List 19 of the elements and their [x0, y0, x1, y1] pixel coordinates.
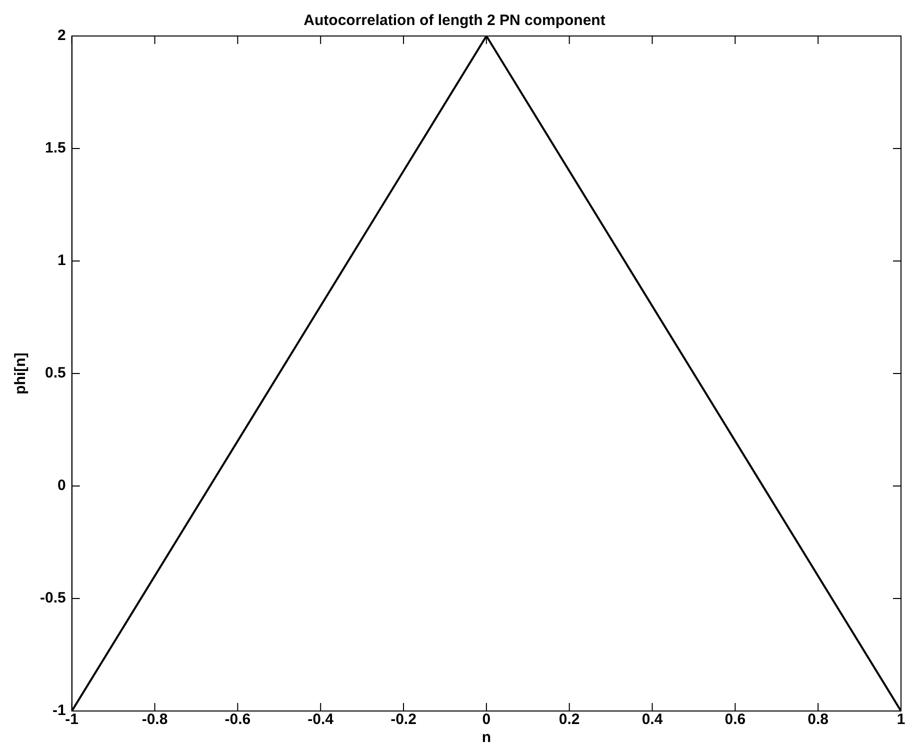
x-tick-label: 0.8 — [808, 711, 829, 728]
y-tick-label: 2 — [58, 27, 66, 44]
y-tick-label: 0.5 — [44, 364, 66, 382]
x-tick-label: 0.6 — [724, 711, 746, 728]
y-tick-label: 1.5 — [44, 140, 66, 157]
x-tick-label: -0.2 — [390, 711, 416, 728]
x-tick-label: 1 — [896, 711, 906, 728]
x-tick-label: 0 — [482, 711, 491, 728]
x-tick-label: -0.8 — [142, 711, 168, 728]
x-tick-label: -0.4 — [308, 711, 334, 728]
y-tick-label: 0 — [58, 477, 66, 494]
y-tick-label: -0.5 — [40, 590, 66, 607]
y-tick-label: 1 — [58, 252, 66, 270]
x-tick-label: 0.4 — [642, 711, 664, 728]
x-tick-label: 0.2 — [558, 711, 580, 728]
chart-title: Autocorrelation of length 2 PN component — [304, 12, 606, 30]
x-axis-title: n — [482, 729, 492, 746]
x-tick-label: -0.6 — [224, 711, 251, 728]
y-axis-title: phi[n] — [12, 352, 30, 394]
